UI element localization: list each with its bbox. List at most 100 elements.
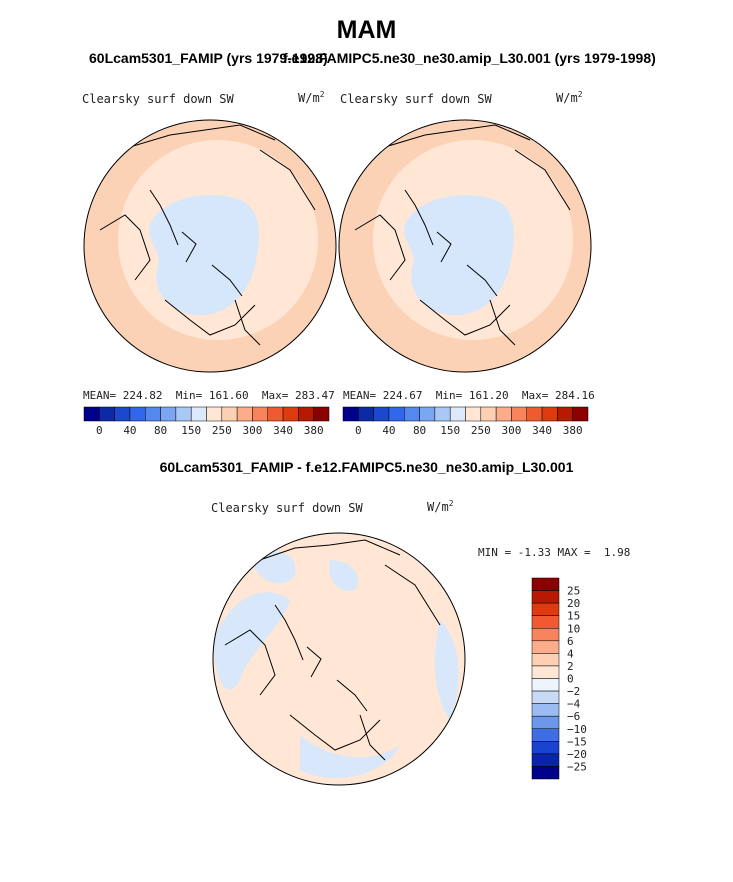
right-stats: MEAN= 224.67 Min= 161.20 Max= 284.16	[343, 389, 595, 402]
left-colorbar-swatch	[83, 406, 100, 422]
diff-colorbar-tick-label: 6	[567, 635, 574, 648]
right-max-label: Max=	[521, 389, 549, 402]
diff-colorbar-swatch	[531, 728, 560, 742]
right-colorbar-swatch	[541, 406, 558, 422]
left-colorbar-swatch	[190, 406, 207, 422]
diff-colorbar-swatch	[531, 628, 560, 642]
diff-map-islands	[274, 604, 368, 712]
right-colorbar-swatch	[373, 406, 390, 422]
diff-colorbar-swatch	[531, 690, 560, 704]
right-colorbar-swatch	[572, 406, 589, 422]
diff-colorbar-swatch	[531, 665, 560, 679]
diff-colorbar-tick-label: −15	[567, 735, 587, 748]
left-map-arctic-region	[149, 195, 259, 316]
left-max-label: Max=	[261, 389, 289, 402]
right-min-value: 161.20	[468, 389, 509, 402]
left-colorbar-swatch	[298, 406, 314, 422]
diff-colorbar-tick-label: −20	[567, 748, 587, 761]
diff-colorbar-tick-label: −2	[567, 685, 580, 698]
right-colorbar-swatch	[388, 406, 405, 422]
diff-stats: MIN = -1.33 MAX = 1.98	[478, 546, 630, 559]
right-colorbar-swatch	[404, 406, 420, 422]
diff-map-negative-patch-east	[434, 620, 459, 720]
diff-colorbar-tick-label: 2	[567, 660, 574, 673]
diff-colorbar-swatch	[531, 715, 560, 729]
diff-colorbar-swatch	[531, 766, 560, 780]
diff-max-label: MAX =	[557, 546, 591, 559]
left-units: W/m2	[298, 90, 325, 105]
diff-colorbar-tick-label: −6	[567, 710, 580, 723]
right-colorbar-tick-label: 40	[382, 424, 395, 437]
left-colorbar-tick-label: 380	[304, 424, 324, 437]
left-colorbar-swatch	[236, 406, 253, 422]
left-max-value: 283.47	[295, 389, 335, 402]
diff-colorbar-swatch	[531, 602, 560, 616]
main-title: MAM	[336, 16, 397, 44]
left-min-value: 161.60	[208, 389, 249, 402]
diff-map	[212, 532, 466, 786]
right-colorbar-tick-label: 380	[563, 424, 583, 437]
left-colorbar-swatch	[114, 406, 131, 422]
right-variable-label: Clearsky surf down SW	[340, 92, 492, 106]
diff-colorbar-swatch	[531, 678, 560, 692]
diff-colorbar-tick-label: 20	[567, 597, 580, 610]
left-colorbar-swatch	[313, 406, 330, 422]
diff-colorbar-tick-label: 4	[567, 647, 574, 660]
right-colorbar-swatch	[557, 406, 573, 422]
right-colorbar-swatch	[465, 406, 482, 422]
right-colorbar-swatch	[511, 406, 527, 422]
diff-colorbar-tick-label: 10	[567, 622, 580, 635]
right-colorbar-swatch	[419, 406, 436, 422]
diff-panel-title: 60Lcam5301_FAMIP - f.e12.FAMIPC5.ne30_ne…	[159, 459, 574, 475]
right-map-islands	[404, 189, 498, 297]
left-map-islands	[149, 189, 243, 297]
left-colorbar-tick-label: 300	[243, 424, 263, 437]
right-colorbar-tick-label: 150	[440, 424, 460, 437]
right-map-border	[338, 119, 592, 373]
left-colorbar-swatch	[267, 406, 284, 422]
diff-map-negative-patch-south	[300, 735, 400, 779]
right-colorbar-tick-label: 300	[502, 424, 522, 437]
right-colorbar-swatch	[342, 406, 359, 422]
right-max-value: 284.16	[555, 389, 595, 402]
diff-colorbar-swatch	[531, 753, 560, 767]
left-panel-title: 60Lcam5301_FAMIP (yrs 1979-1998)	[89, 50, 328, 66]
diff-colorbar-tick-label: 0	[567, 673, 574, 686]
diff-colorbar-tick-label: −4	[567, 698, 581, 711]
left-stats: MEAN= 224.82 Min= 161.60 Max= 283.47	[83, 389, 335, 402]
left-colorbar: 0 40 80 150 250 300 340 380	[83, 406, 330, 437]
left-min-label: Min=	[175, 389, 203, 402]
diff-map-negative-patch-center	[329, 560, 359, 591]
right-colorbar-tick-label: 0	[355, 424, 362, 437]
left-map-coastlines	[99, 124, 316, 346]
left-colorbar-tick-label: 250	[212, 424, 232, 437]
right-units-base: W/m	[556, 91, 578, 105]
left-colorbar-tick-label: 40	[123, 424, 136, 437]
left-map-border	[83, 119, 337, 373]
diff-colorbar-tick-label: 25	[567, 585, 580, 598]
left-colorbar-tick-label: 150	[181, 424, 201, 437]
left-mean-value: 224.82	[122, 389, 163, 402]
right-mean-label: MEAN=	[343, 389, 377, 402]
left-colorbar-swatch	[206, 406, 223, 422]
right-map-coastlines	[354, 124, 571, 346]
left-colorbar-swatch	[145, 406, 161, 422]
diff-map-coastlines	[224, 539, 441, 761]
left-colorbar-tick-label: 80	[154, 424, 167, 437]
diff-colorbar-swatch	[531, 615, 560, 629]
right-colorbar-swatch	[480, 406, 497, 422]
right-units: W/m2	[556, 90, 583, 105]
right-colorbar-swatch	[526, 406, 543, 422]
right-min-label: Min=	[435, 389, 463, 402]
left-colorbar-swatch	[175, 406, 192, 422]
diff-colorbar-tick-label: −25	[567, 760, 587, 773]
right-colorbar-swatch	[449, 406, 466, 422]
diff-units-exp: 2	[448, 499, 454, 508]
left-units-base: W/m	[298, 91, 320, 105]
right-colorbar-swatch	[434, 406, 451, 422]
right-colorbar-tick-label: 340	[532, 424, 552, 437]
left-colorbar-swatch	[99, 406, 115, 422]
left-colorbar-swatch	[129, 406, 146, 422]
left-variable-label: Clearsky surf down SW	[82, 92, 234, 106]
